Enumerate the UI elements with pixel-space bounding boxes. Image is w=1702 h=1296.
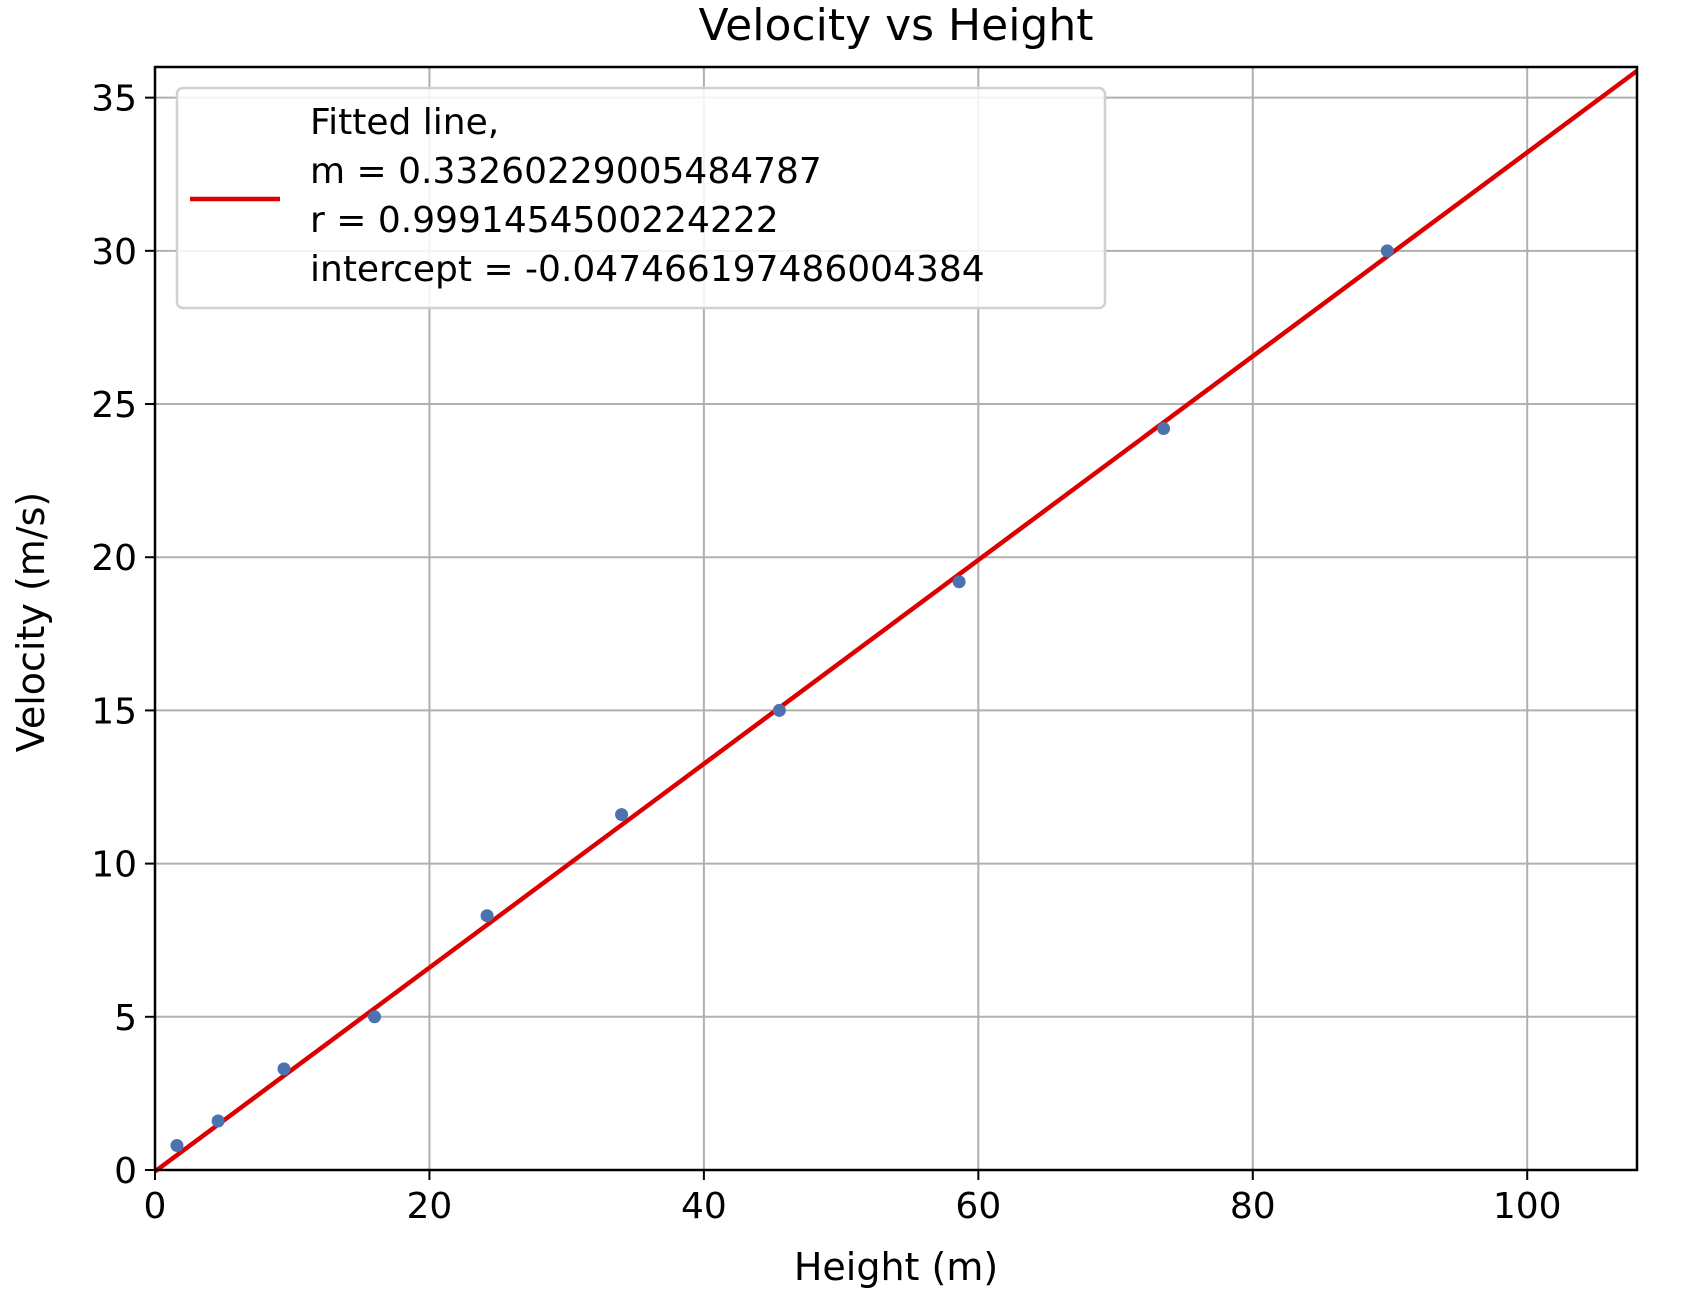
chart-title: Velocity vs Height — [699, 0, 1094, 51]
legend-label-line-1: Fitted line, — [310, 102, 499, 143]
legend-label-line-3: r = 0.9991454500224222 — [310, 200, 779, 241]
y-tick-label: 5 — [114, 998, 137, 1039]
points-layer — [170, 244, 1394, 1152]
y-tick-label: 20 — [91, 538, 137, 579]
data-point — [615, 808, 629, 822]
ticks: 0 20 40 60 80 100 0 5 10 15 20 25 30 35 — [91, 79, 1561, 1227]
x-axis-title: Height (m) — [794, 1245, 998, 1289]
y-axis-title: Velocity (m/s) — [9, 492, 53, 752]
data-point — [480, 909, 494, 923]
data-point — [772, 703, 786, 717]
x-tick-label: 0 — [144, 1186, 167, 1227]
data-point — [170, 1138, 184, 1152]
data-point — [952, 575, 966, 589]
legend-label-line-2: m = 0.33260229005484787 — [310, 151, 822, 192]
legend-label-line-4: intercept = -0.047466197486004384 — [310, 249, 985, 290]
data-point — [211, 1114, 225, 1128]
x-tick-label: 20 — [407, 1186, 453, 1227]
data-point — [277, 1062, 291, 1076]
x-tick-label: 100 — [1493, 1186, 1562, 1227]
x-tick-label: 60 — [955, 1186, 1001, 1227]
y-tick-label: 15 — [91, 691, 137, 732]
x-tick-label: 40 — [681, 1186, 727, 1227]
x-tick-label: 80 — [1230, 1186, 1276, 1227]
y-tick-label: 35 — [91, 79, 137, 120]
data-point — [1380, 244, 1394, 258]
legend-box — [175, 86, 1107, 310]
data-point — [1157, 422, 1171, 436]
y-tick-label: 0 — [114, 1151, 137, 1192]
data-point — [368, 1010, 382, 1024]
y-tick-label: 25 — [91, 385, 137, 426]
y-tick-label: 10 — [91, 845, 137, 886]
y-tick-label: 30 — [91, 232, 137, 273]
legend: Fitted line, m = 0.33260229005484787 r =… — [175, 86, 1107, 310]
plot-frame — [153, 65, 1639, 1172]
